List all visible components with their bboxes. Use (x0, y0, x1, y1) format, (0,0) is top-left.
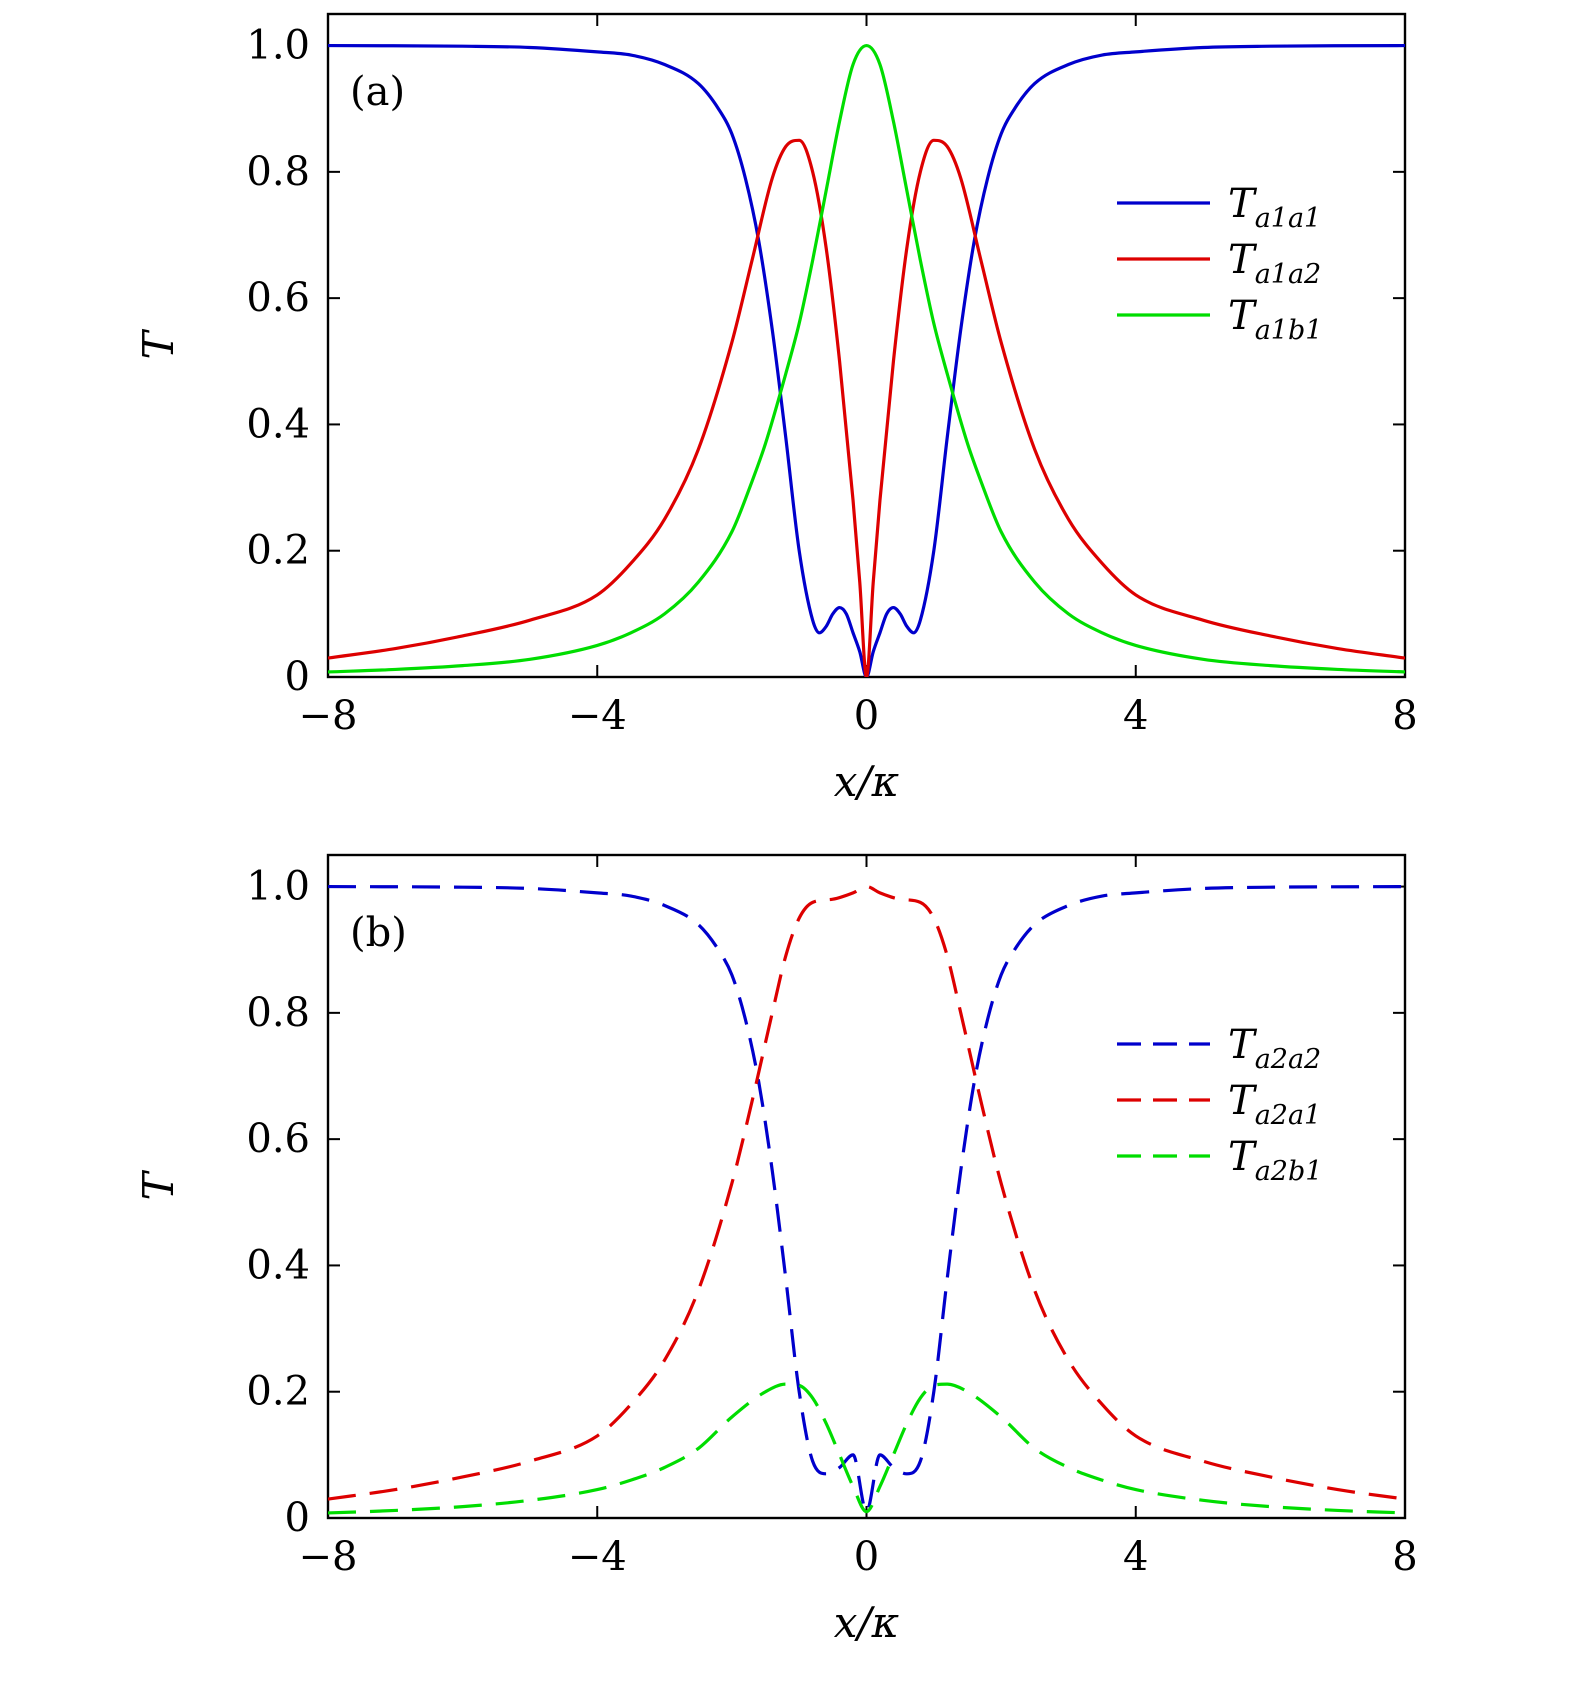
legend-label: Ta2a1 (1228, 1078, 1321, 1131)
legend-label-main: T (1228, 181, 1258, 227)
legend-label-main: T (1228, 1134, 1258, 1180)
panel-label: (b) (350, 910, 407, 956)
y-tick-label: 0.8 (246, 149, 310, 195)
legend-label-subscript: a2b1 (1255, 1156, 1323, 1187)
series-line-ta1a1 (328, 43, 1405, 677)
x-tick-label: 8 (1392, 1534, 1417, 1580)
legend-label-subscript: a2a2 (1255, 1044, 1322, 1075)
y-tick-label: 0.4 (246, 401, 310, 447)
x-axis-label: x/κ (834, 1598, 899, 1647)
y-tick-label: 0 (285, 654, 310, 700)
y-tick-label: 0.6 (246, 1116, 310, 1162)
panel-label: (a) (350, 69, 405, 115)
panel-a: −8 −4 0 4 800.20.40.60.81.0x/κT(a)Ta1a1Ta1a2… (134, 12, 1418, 806)
legend-label: Ta1a2 (1228, 237, 1321, 290)
x-tick-label: 0 (854, 1534, 879, 1580)
y-tick-label: 0.2 (246, 528, 310, 574)
y-axis-label: T (134, 1170, 183, 1201)
legend-label-main: T (1228, 293, 1258, 339)
x-tick-label: −4 (568, 693, 627, 739)
legend-label-subscript: a1a2 (1255, 259, 1322, 290)
series-line-ta1a2 (328, 138, 1405, 677)
y-tick-label: 0 (285, 1495, 310, 1541)
x-tick-label: 8 (1392, 693, 1417, 739)
series-line-ta2a2 (328, 884, 1405, 1514)
x-axis-label: x/κ (834, 757, 899, 806)
legend-label-main: T (1228, 1022, 1258, 1068)
plot-frame (326, 853, 1407, 1520)
y-tick-label: 1.0 (246, 864, 310, 910)
legend-label-subscript: a2a1 (1255, 1100, 1322, 1131)
x-tick-label: −4 (568, 1534, 627, 1580)
y-axis-label: T (134, 329, 183, 360)
legend-label-subscript: a1b1 (1255, 315, 1323, 346)
y-tick-label: 0.8 (246, 990, 310, 1036)
x-tick-label: 0 (854, 693, 879, 739)
series-line-ta2b1 (328, 1382, 1405, 1515)
legend-label: Ta2b1 (1228, 1134, 1322, 1187)
legend-label-main: T (1228, 1078, 1258, 1124)
legend-label: Ta1b1 (1228, 293, 1322, 346)
y-tick-label: 1.0 (246, 23, 310, 69)
series-line-ta1b1 (328, 43, 1405, 674)
panel-b: −8 −4 0 4 800.20.40.60.81.0x/κT(b)Ta2a2Ta2a1… (134, 853, 1418, 1647)
x-tick-label: 4 (1123, 1534, 1148, 1580)
plot-frame (326, 12, 1407, 679)
x-tick-label: 4 (1123, 693, 1148, 739)
legend-label-subscript: a1a1 (1255, 203, 1322, 234)
legend-label: Ta2a2 (1228, 1022, 1321, 1075)
legend-label-main: T (1228, 237, 1258, 283)
y-tick-label: 0.2 (246, 1369, 310, 1415)
legend-label: Ta1a1 (1228, 181, 1321, 234)
series-line-ta2a1 (328, 884, 1405, 1501)
y-tick-label: 0.4 (246, 1242, 310, 1288)
x-tick-label: −8 (299, 1534, 358, 1580)
x-tick-label: −8 (299, 693, 358, 739)
y-tick-label: 0.6 (246, 275, 310, 321)
